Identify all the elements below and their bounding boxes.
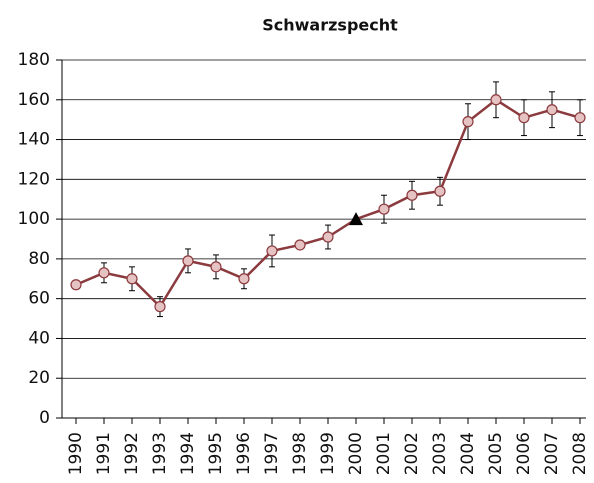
x-tick-label: 1997 — [262, 432, 282, 475]
point — [518, 112, 530, 124]
point — [210, 261, 222, 273]
x-tick-label: 1990 — [66, 432, 86, 475]
x-tick-label: 2005 — [486, 432, 506, 475]
x-tick-label: 1999 — [318, 432, 338, 475]
point — [322, 231, 334, 243]
x-tick-label: 2008 — [570, 432, 590, 475]
point — [490, 94, 502, 106]
point — [378, 203, 390, 215]
x-tick-label: 1998 — [290, 432, 310, 475]
series-line — [75, 98, 581, 309]
x-tick-label: 2003 — [430, 432, 450, 475]
x-tick-label: 1996 — [234, 432, 254, 475]
y-tick-label: 100 — [18, 209, 50, 229]
x-tick-label: 1995 — [206, 432, 226, 475]
point — [406, 189, 418, 201]
y-tick-label: 140 — [18, 130, 50, 150]
point — [574, 112, 586, 124]
x-tick-label: 1993 — [150, 432, 170, 475]
chart-title: Schwarzspecht — [262, 16, 398, 35]
point — [98, 267, 110, 279]
y-tick-label: 40 — [28, 328, 50, 348]
x-tick-label: 1994 — [178, 432, 198, 475]
x-tick-label: 2001 — [374, 432, 394, 475]
y-tick-label: 160 — [18, 90, 50, 110]
point — [294, 239, 306, 251]
x-tick-label: 2007 — [542, 432, 562, 475]
x-tick-label: 2004 — [458, 432, 478, 475]
point — [546, 104, 558, 116]
y-tick-label: 20 — [28, 368, 50, 388]
point — [434, 185, 446, 197]
point — [266, 245, 278, 257]
x-tick-label: 2006 — [514, 432, 534, 475]
y-tick-label: 120 — [18, 169, 50, 189]
x-tick-label: 1991 — [94, 432, 114, 475]
reference-marker — [349, 212, 363, 226]
x-tick-label: 2002 — [402, 432, 422, 475]
point — [462, 116, 474, 128]
x-tick-label: 1992 — [122, 432, 142, 475]
point — [126, 273, 138, 285]
y-tick-label: 180 — [18, 50, 50, 70]
point — [238, 273, 250, 285]
point — [182, 255, 194, 267]
y-tick-label: 60 — [28, 289, 50, 309]
x-tick-label: 2000 — [346, 432, 366, 475]
point — [154, 301, 166, 313]
y-tick-label: 0 — [39, 408, 50, 428]
y-tick-label: 80 — [28, 249, 50, 269]
point — [70, 279, 82, 291]
